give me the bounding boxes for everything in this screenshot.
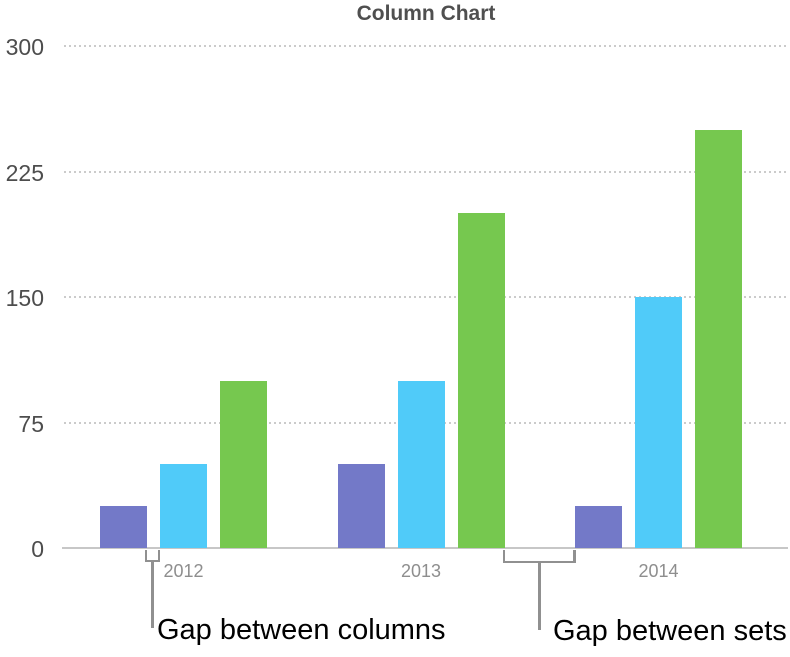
gap-columns-bracket-bottom	[144, 559, 160, 562]
gap-sets-bracket-bottom	[502, 560, 576, 563]
y-axis-tick-150: 150	[5, 285, 44, 311]
x-axis-label-2012: 2012	[163, 561, 204, 581]
bar-2013-series-2	[397, 381, 445, 548]
bar-2013-series-3	[457, 213, 505, 548]
y-axis-tick-300: 300	[5, 34, 44, 60]
bar-2012-series-3	[220, 381, 267, 548]
y-axis-tick-0: 0	[31, 536, 44, 562]
gap-sets-bracket-stem	[538, 562, 541, 630]
bar-2013-series-1	[337, 464, 385, 548]
gridline-150	[64, 296, 788, 298]
gap-between-columns-label: Gap between columns	[157, 614, 446, 646]
y-axis-tick-75: 75	[18, 410, 44, 437]
bar-2012-series-2	[160, 464, 207, 548]
bar-2014-series-1	[575, 506, 622, 548]
chart-title: Column Chart	[356, 2, 496, 25]
gap-columns-bracket-left-leg	[144, 550, 147, 561]
gap-sets-bracket-left-leg	[502, 550, 505, 562]
x-axis-label-2014: 2014	[638, 561, 679, 581]
x-axis-baseline	[62, 547, 788, 549]
gap-columns-bracket-stem	[151, 561, 154, 628]
gap-sets-bracket-right-leg	[573, 550, 576, 562]
gridline-225	[64, 170, 788, 173]
gap-columns-bracket-right-leg	[157, 550, 160, 561]
bar-2014-series-3	[695, 130, 742, 548]
gridline-300	[64, 45, 788, 47]
x-axis-label-2013: 2013	[400, 561, 442, 581]
gap-between-sets-label: Gap between sets	[553, 615, 787, 647]
bar-2014-series-2	[635, 297, 682, 548]
y-axis-tick-225: 225	[5, 159, 44, 186]
bar-2012-series-1	[100, 506, 147, 548]
